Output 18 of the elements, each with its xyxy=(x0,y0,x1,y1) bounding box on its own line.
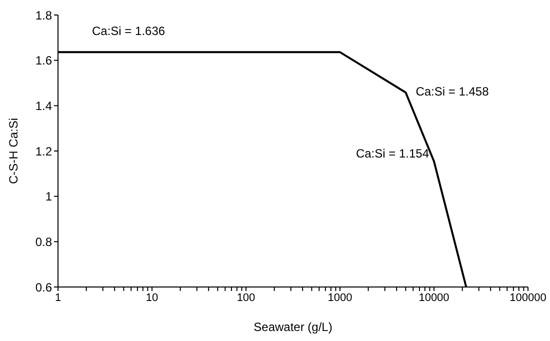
y-tick-label: 1.6 xyxy=(35,54,52,68)
annotation: Ca:Si = 1.458 xyxy=(416,84,490,99)
x-tick-label: 10 xyxy=(146,292,158,304)
x-axis-title: Seawater (g/L) xyxy=(254,320,332,334)
x-tick-label: 1 xyxy=(54,292,62,304)
y-axis-title: C-S-H Ca:Si xyxy=(6,118,20,184)
y-tick-label: 1.4 xyxy=(35,98,52,113)
y-tick-label: 1.8 xyxy=(35,8,52,22)
y-tick-label: 0.8 xyxy=(35,234,52,249)
y-tick-label: 1 xyxy=(45,190,52,204)
y-tick-label: 1.2 xyxy=(35,144,52,158)
annotation: Ca:Si = 1.154 xyxy=(356,146,430,161)
x-tick-label: 1000 xyxy=(328,292,352,304)
x-tick-label: 100 xyxy=(236,292,256,304)
x-tick-label: 10000 xyxy=(418,292,450,304)
annotation: Ca:Si = 1.636 xyxy=(92,24,166,38)
y-tick-label: 0.6 xyxy=(35,280,52,294)
x-tick-label: 100000 xyxy=(510,292,546,304)
